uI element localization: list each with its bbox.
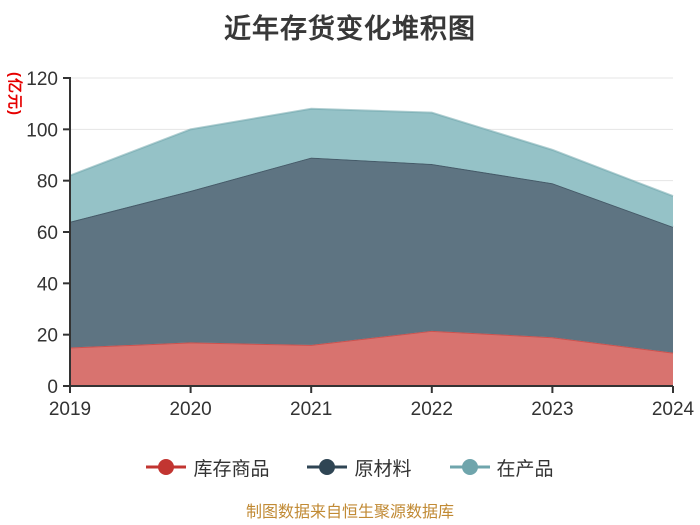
y-tick-label: 120: [26, 69, 58, 90]
legend-item-stock-goods[interactable]: 库存商品: [146, 454, 269, 481]
area-stock-goods: [70, 330, 673, 386]
area-raw-materials: [70, 157, 673, 353]
x-tick-label: 2023: [531, 399, 573, 420]
x-tick-label: 2019: [49, 399, 91, 420]
y-tick-label: 60: [37, 223, 58, 244]
legend-item-work-in-progress[interactable]: 在产品: [449, 454, 554, 481]
x-tick-label: 2020: [169, 399, 211, 420]
legend: 库存商品 原材料 在产品: [0, 449, 700, 485]
data-source-note: 制图数据来自恒生聚源数据库: [245, 504, 454, 521]
x-tick-label: 2024: [652, 399, 695, 420]
legend-label: 在产品: [496, 458, 554, 480]
legend-marker-icon: [307, 459, 348, 475]
legend-item-raw-materials[interactable]: 原材料: [307, 454, 412, 481]
area-top-line-work-in-progress: [69, 107, 674, 198]
x-tick-label: 2022: [411, 399, 453, 420]
y-tick-label: 20: [37, 326, 58, 347]
y-tick-label: 0: [47, 377, 58, 398]
legend-label: 原材料: [354, 458, 412, 480]
x-tick-label: 2021: [290, 399, 332, 420]
area-work-in-progress: [70, 108, 673, 227]
legend-marker-icon: [449, 459, 490, 475]
y-tick-label: 40: [37, 274, 58, 295]
y-tick-label: 80: [37, 172, 58, 193]
legend-label: 库存商品: [193, 458, 270, 480]
chart-title: 近年存货变化堆积图: [224, 14, 476, 44]
y-tick-label: 100: [26, 120, 58, 141]
legend-marker-icon: [146, 459, 187, 475]
